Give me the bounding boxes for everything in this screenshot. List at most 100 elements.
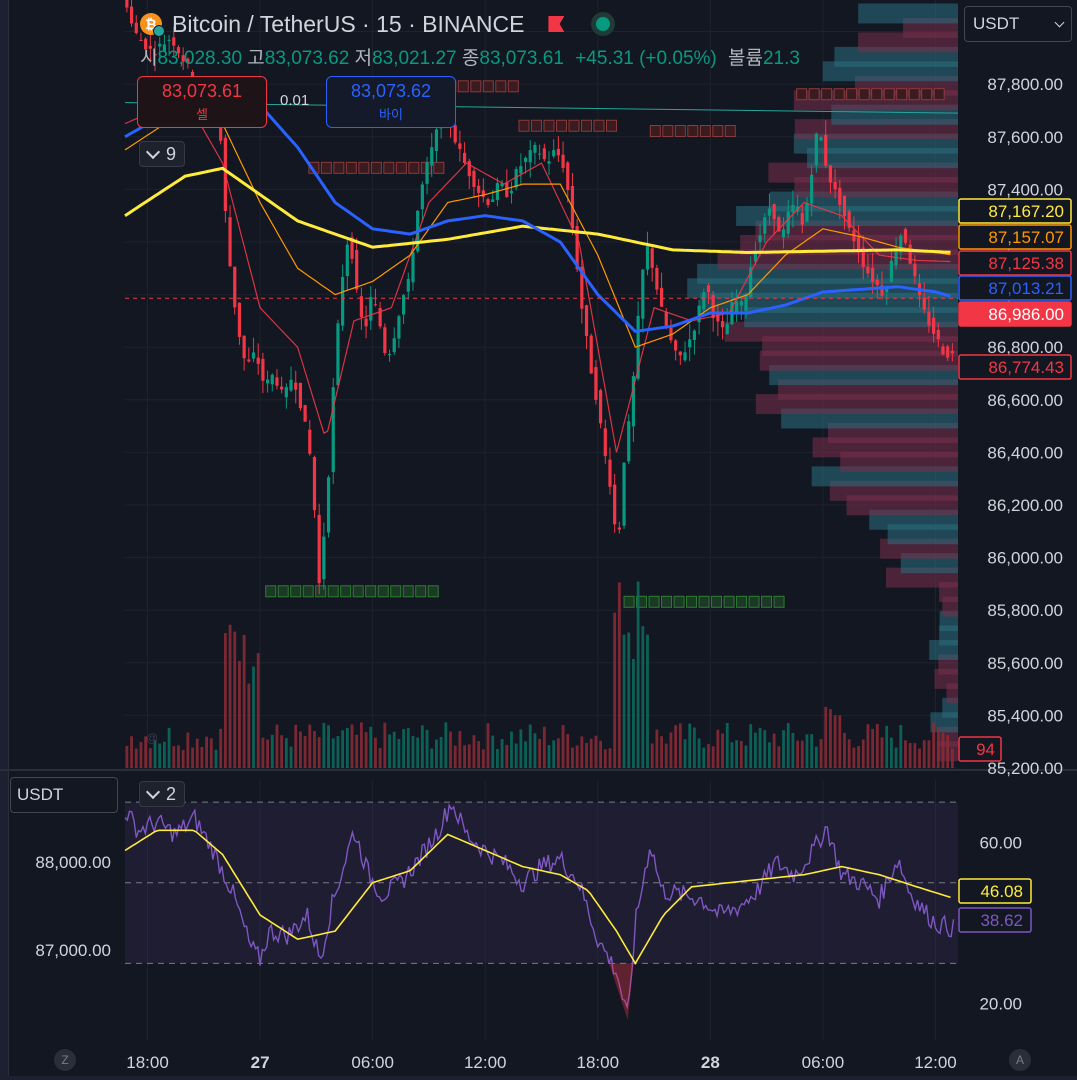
volume-bar-down [130,736,133,768]
candle-up [631,376,636,427]
rsi-value-label: 38.62 [980,911,1023,930]
zone-cell [674,125,686,138]
zone-cell [302,585,314,598]
candle-down [608,459,612,487]
volume-bar-down [148,748,152,768]
rsi-ma-line [124,829,951,966]
candle-up [763,217,767,234]
volume-bar-up [889,737,893,768]
candle-down [355,250,359,290]
indicators-toggle-button[interactable]: 9 [139,141,186,167]
candle-up [420,184,424,210]
price-tick-label: 85,200.00 [987,759,1063,778]
candle-up [322,536,326,580]
volume-bar-up [388,734,391,768]
volume-bar-up [420,725,424,768]
zone-cell [352,585,364,598]
volume-bar-down [950,748,954,768]
zone-cell [377,585,389,598]
volume-bar-down [927,740,931,768]
candle-down [828,165,833,183]
candle-down [233,266,237,308]
volume-bar-down [603,749,607,768]
rsi-line [124,803,955,1010]
candle-down [477,185,481,193]
volume-bar-down [481,749,485,768]
volume-bar-down [505,744,509,768]
volume-bar-down [308,724,312,768]
price-value-tag [958,250,1072,276]
zone-cell [277,585,289,598]
volume-bar-up [693,727,696,768]
candle-up [683,352,687,361]
candle-up [345,244,349,277]
volume-bar-up [270,734,274,768]
time-tick-label: 12:00 [464,1053,507,1072]
volume-bar-down [472,735,476,768]
candle-down [594,367,598,400]
zone-cell [457,80,469,93]
volume-bar-down [669,732,673,768]
volume-bar-down [294,724,298,768]
candle-up [265,379,270,384]
volume-bar-up [533,733,537,768]
candle-up [411,252,415,283]
zone-cell [761,595,773,608]
candle-down [603,428,607,457]
zone-cell [543,119,555,132]
symbol-title[interactable]: Bitcoin / TetherUS · 15 · BINANCE [172,10,525,37]
price-value-label: 87,125.38 [988,254,1064,273]
candle-up [369,296,373,321]
candle-up [387,353,392,355]
volume-bar-down [866,724,870,768]
volume-bar-down [383,722,387,768]
candle-down [866,266,870,274]
zone-cell [315,585,327,598]
volume-bar-down [486,723,490,768]
candle-up [331,387,335,473]
volume-bar-down [200,746,204,768]
candle-down [467,160,471,177]
zone-cell [736,595,748,608]
candle-down [134,22,138,34]
candle-down [856,237,861,253]
flag-icon[interactable] [548,16,565,32]
price-value-label: 87,013.21 [988,279,1064,298]
price-value-label: 86,986.00 [988,305,1064,324]
candle-up [641,269,645,319]
volume-bar-down [908,743,912,768]
currency-select[interactable]: USDT [964,6,1072,42]
candle-down [913,263,917,277]
candle-up [519,166,523,174]
rsi-value-tag [958,878,1032,904]
volume-bar-up [322,722,326,768]
zone-cell [933,88,945,101]
candle-up [819,137,823,141]
volume-bar-down [205,736,209,768]
volume-bar-up [392,731,396,768]
volume-bar-down [317,737,321,768]
volume-bar-up [791,732,795,768]
zone-cell [370,161,382,174]
zone-cell [395,161,407,174]
candle-down [566,162,570,191]
zoom-axis-button[interactable]: Z [54,1049,76,1071]
zone-cell [415,585,427,598]
candle-down [242,335,246,359]
volume-bar-up [749,724,753,768]
volume-bar-down [941,732,945,768]
buy-button[interactable]: 83,073.62 바이 [326,76,456,128]
volume-bar-down [829,709,832,768]
chart-legend: ₿ Bitcoin / TetherUS · 15 · BINANCE 시83,… [140,8,800,69]
rsi-indicators-toggle-button[interactable]: 2 [139,781,186,807]
volume-bar-up [763,730,767,768]
auto-scale-button[interactable]: A [1009,1049,1031,1071]
volume-bar-down [275,724,279,768]
candle-down [617,527,621,530]
sell-button[interactable]: 83,073.61 셀 [137,76,267,128]
volume-bar-down [144,736,148,768]
volume-bar-down [209,738,213,768]
left-currency-label[interactable]: USDT [10,777,118,813]
candle-up [528,150,532,163]
